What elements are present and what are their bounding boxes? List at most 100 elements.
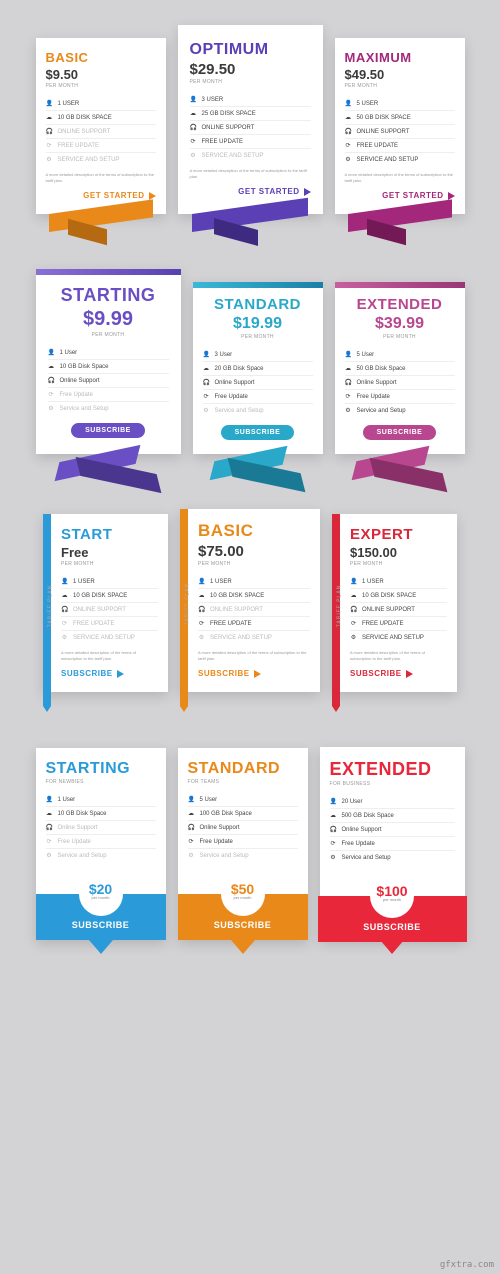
pricing-row-1: BASIC $9.50 per month 👤1 USER☁10 GB DISK… — [15, 25, 485, 214]
plan-price: $75.00 — [198, 543, 310, 560]
support-icon: 🎧 — [46, 824, 53, 831]
feature-list: 👤1 User☁10 GB Disk Space🎧Online Support⟳… — [48, 346, 169, 415]
subscribe-button[interactable]: SUBSCRIBE — [350, 669, 447, 678]
feature-item: 👤5 User — [345, 348, 455, 362]
support-icon: 🎧 — [203, 379, 210, 386]
feature-text: FREE UPDATE — [362, 621, 404, 627]
pricing-row-3: TARIFF PLAN START Free per month 👤1 USER… — [15, 509, 485, 692]
update-icon: ⟳ — [350, 620, 357, 627]
user-icon: 👤 — [61, 578, 68, 585]
card-topbar — [335, 282, 465, 288]
feature-text: 25 GB DISK SPACE — [202, 111, 256, 117]
feature-item: ⟳Free Update — [345, 390, 455, 404]
feature-text: 500 GB Disk Space — [342, 813, 394, 819]
plan-description: A more detailed description of the terms… — [190, 168, 311, 179]
ribbon-decoration: .r2 .card:nth-child(3) .rib::before{back… — [354, 454, 445, 490]
plan-title: START — [61, 526, 158, 543]
feature-text: Free Update — [357, 394, 390, 400]
pointer-decoration — [231, 940, 255, 954]
plan-price: $9.50 — [46, 67, 156, 82]
feature-text: Service and Setup — [58, 853, 107, 859]
feature-text: SERVICE AND SETUP — [73, 635, 135, 641]
user-icon: 👤 — [345, 351, 352, 358]
plan-title: EXTENDED — [345, 296, 455, 313]
support-icon: 🎧 — [345, 128, 352, 135]
feature-text: ONLINE SUPPORT — [357, 129, 410, 135]
update-icon: ⟳ — [330, 840, 337, 847]
feature-item: ⟳Free Update — [46, 835, 156, 849]
service-icon: ⚙ — [190, 152, 197, 159]
feature-text: Online Support — [215, 380, 255, 386]
ribbon-decoration: .r1 .card:nth-child(2) .rib::before{back… — [178, 214, 323, 244]
plan-title: EXTENDED — [330, 759, 455, 780]
plan-price: $100 — [370, 884, 414, 898]
tariff-label: TARIFF PLAN — [184, 582, 190, 625]
pricing-card-extended: EXTENDED $39.99 PER MONTH 👤5 User☁50 GB … — [335, 282, 465, 454]
service-icon: ⚙ — [345, 156, 352, 163]
feature-item: ⚙Service and Setup — [46, 849, 156, 862]
feature-text: SERVICE AND SETUP — [357, 157, 419, 163]
subscribe-button[interactable]: SUBSCRIBE — [345, 425, 455, 440]
get-started-button[interactable]: GET STARTED — [190, 187, 311, 196]
update-icon: ⟳ — [46, 142, 53, 149]
feature-text: 10 GB DISK SPACE — [58, 115, 112, 121]
feature-text: Service and Setup — [200, 853, 249, 859]
disk-icon: ☁ — [330, 812, 337, 819]
feature-text: 1 USER — [73, 579, 95, 585]
support-icon: 🎧 — [48, 377, 55, 384]
feature-item: 👤20 User — [330, 795, 455, 809]
plan-title: BASIC — [198, 521, 310, 541]
pricing-card-basic: BASIC $9.50 per month 👤1 USER☁10 GB DISK… — [36, 38, 166, 214]
subscribe-button[interactable]: SUBSCRIBE — [48, 423, 169, 438]
support-icon: 🎧 — [350, 606, 357, 613]
plan-subtitle: for business — [330, 781, 455, 787]
update-icon: ⟳ — [345, 142, 352, 149]
disk-icon: ☁ — [345, 114, 352, 121]
get-started-button[interactable]: GET STARTED — [345, 191, 455, 200]
feature-item: ⟳Free Update — [188, 835, 298, 849]
feature-text: 5 USER — [357, 101, 379, 107]
plan-description: A more detailed description of the terms… — [350, 650, 447, 661]
get-started-button[interactable]: GET STARTED — [46, 191, 156, 200]
pricing-card-standard: STANDARD for teams 👤5 User☁100 GB Disk S… — [178, 748, 308, 940]
feature-text: Free Update — [342, 841, 375, 847]
plan-subtitle: for teams — [188, 779, 298, 785]
feature-text: 20 GB Disk Space — [215, 366, 264, 372]
plan-description: A more detailed description of the terms… — [61, 650, 158, 661]
price-period: PER MONTH — [48, 332, 169, 338]
subscribe-button[interactable]: SUBSCRIBE — [61, 669, 158, 678]
feature-item: 🎧Online Support — [48, 374, 169, 388]
service-icon: ⚙ — [330, 854, 337, 861]
tab-decoration: .r3 .card:nth-child(1) .tab::after{borde… — [43, 692, 51, 706]
subscribe-button[interactable]: SUBSCRIBE — [203, 425, 313, 440]
ribbon-decoration: .r2 .card:nth-child(2) .rib::before{back… — [212, 454, 303, 490]
update-icon: ⟳ — [61, 620, 68, 627]
pricing-card-optimum: OPTIMUM $29.50 per month 👤3 USER☁25 GB D… — [178, 25, 323, 214]
feature-text: 10 GB DISK SPACE — [210, 593, 264, 599]
disk-icon: ☁ — [188, 810, 195, 817]
feature-list: 👤3 User☁20 GB Disk Space🎧Online Support⟳… — [203, 348, 313, 417]
feature-text: FREE UPDATE — [210, 621, 252, 627]
feature-item: 👤1 USER — [46, 97, 156, 111]
pricing-row-2: STARTING $9.99 PER MONTH 👤1 User☁10 GB D… — [15, 269, 485, 454]
feature-item: ⚙Service and Setup — [188, 849, 298, 862]
price-period: per month — [345, 83, 455, 89]
feature-list: 👤20 User☁500 GB Disk Space🎧Online Suppor… — [330, 795, 455, 864]
arrow-icon — [254, 670, 261, 678]
plan-price: $20 — [79, 882, 123, 896]
disk-icon: ☁ — [48, 363, 55, 370]
subscribe-button[interactable]: SUBSCRIBE — [198, 669, 310, 678]
feature-item: 🎧Online Support — [46, 821, 156, 835]
price-period: per month — [350, 561, 447, 567]
feature-item: 👤 1 USER — [61, 575, 158, 589]
price-period: per month — [61, 561, 158, 567]
watermark: gfxtra.com — [440, 1260, 494, 1270]
pricing-card-start: TARIFF PLAN START Free per month 👤1 USER… — [43, 514, 168, 692]
feature-text: Service and Setup — [215, 408, 264, 414]
plan-price: $9.99 — [48, 308, 169, 331]
feature-item: ⚙SERVICE AND SETUP — [350, 631, 447, 644]
price-circle: $50 per month — [221, 872, 265, 916]
plan-price: $19.99 — [203, 315, 313, 333]
feature-text: 5 User — [200, 797, 218, 803]
disk-icon: ☁ — [203, 365, 210, 372]
